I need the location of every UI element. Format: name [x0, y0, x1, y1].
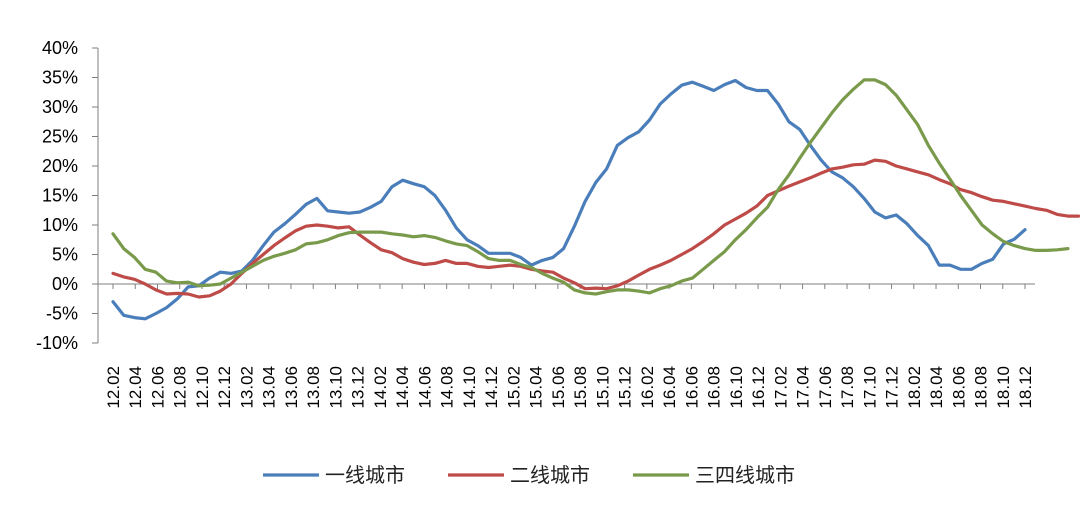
x-tick-label: 18.10: [994, 366, 1013, 409]
x-axis-tick-marks: [112, 284, 1026, 289]
x-tick-label: 14.10: [460, 366, 479, 409]
x-tick-label: 14.08: [438, 366, 457, 409]
x-tick-label: 13.04: [260, 366, 279, 409]
x-tick-label: 18.06: [949, 366, 968, 409]
x-tick-label: 12.12: [215, 366, 234, 409]
x-tick-label: 14.04: [393, 366, 412, 409]
y-tick-label: 25%: [42, 127, 78, 147]
series-lines: [111, 78, 1080, 321]
x-tick-label: 16.08: [705, 366, 724, 409]
y-tick-label: 5%: [52, 245, 78, 265]
x-tick-label: 17.02: [771, 366, 790, 409]
x-tick-label: 15.10: [593, 366, 612, 409]
x-tick-label: 14.12: [482, 366, 501, 409]
y-tick-label: -5%: [46, 304, 78, 324]
x-tick-label: 16.06: [682, 366, 701, 409]
y-tick-label: 0%: [52, 274, 78, 294]
x-tick-label: 16.02: [638, 366, 657, 409]
x-tick-label: 18.02: [905, 366, 924, 409]
x-tick-label: 15.06: [549, 366, 568, 409]
x-tick-label: 18.12: [1016, 366, 1035, 409]
x-tick-label: 17.04: [794, 366, 813, 409]
legend-label: 二线城市: [510, 464, 590, 487]
x-tick-label: 16.04: [660, 366, 679, 409]
x-tick-label: 12.06: [148, 366, 167, 409]
x-axis-tick-labels: 12.02 12.04 12.06 12.08 12.10 12.12 13.02 13.04…: [104, 366, 1035, 409]
x-tick-label: 15.04: [527, 366, 546, 409]
x-tick-label: 16.10: [727, 366, 746, 409]
series-line-2: [111, 158, 1080, 299]
y-axis-tick-marks: [92, 47, 98, 344]
x-tick-label: 17.12: [883, 366, 902, 409]
y-tick-label: 40%: [42, 38, 78, 58]
legend-label: 一线城市: [325, 464, 405, 487]
x-tick-label: 17.06: [816, 366, 835, 409]
x-tick-label: 17.10: [860, 366, 879, 409]
legend: 一线城市 二线城市 三四线城市: [263, 464, 795, 487]
x-tick-label: 14.02: [371, 366, 390, 409]
y-axis-tick-labels: 40% 35% 30% 25% 20% 15% 10% 5% 0% -5% -10%: [36, 38, 78, 353]
x-tick-label: 12.08: [171, 366, 190, 409]
x-tick-label: 13.08: [304, 366, 323, 409]
x-tick-label: 13.02: [237, 366, 256, 409]
y-tick-label: 20%: [42, 156, 78, 176]
series-line-1: [111, 78, 1027, 321]
x-tick-label: 12.10: [193, 366, 212, 409]
x-tick-label: 15.12: [616, 366, 635, 409]
x-tick-label: 13.06: [282, 366, 301, 409]
series-line-3: [111, 78, 1070, 296]
x-tick-label: 18.08: [972, 366, 991, 409]
x-tick-label: 15.02: [504, 366, 523, 409]
y-tick-label: 30%: [42, 97, 78, 117]
x-tick-label: 12.04: [126, 366, 145, 409]
x-tick-label: 13.10: [326, 366, 345, 409]
y-tick-label: 10%: [42, 215, 78, 235]
x-tick-label: 15.08: [571, 366, 590, 409]
x-tick-label: 17.08: [838, 366, 857, 409]
x-tick-label: 16.12: [749, 366, 768, 409]
x-tick-label: 13.12: [349, 366, 368, 409]
y-tick-label: 15%: [42, 186, 78, 206]
x-tick-label: 14.06: [415, 366, 434, 409]
x-tick-label: 12.02: [104, 366, 123, 409]
legend-label: 三四线城市: [695, 464, 795, 487]
y-tick-label: -10%: [36, 333, 78, 353]
y-tick-label: 35%: [42, 68, 78, 88]
x-tick-label: 18.04: [927, 366, 946, 409]
